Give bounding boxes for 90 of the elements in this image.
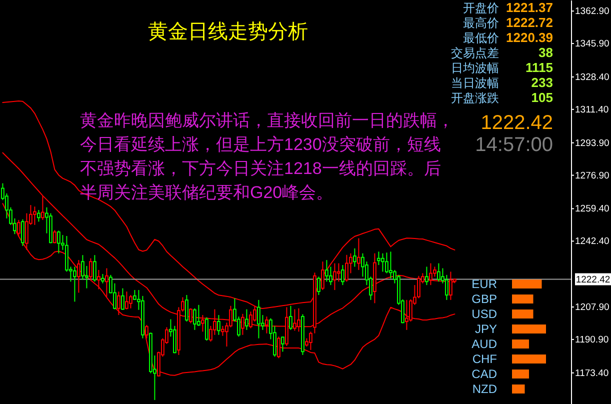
- y-tick-label: JPY: [474, 322, 497, 336]
- candlestick: [445, 274, 448, 300]
- y-tick-label: CAD: [472, 367, 498, 381]
- text: 1220.39: [506, 30, 553, 45]
- text: 1221.37: [506, 0, 553, 15]
- text: 105: [531, 90, 553, 105]
- candlestick: [433, 266, 436, 278]
- candlestick: [77, 260, 80, 294]
- text: 黄金日线走势分析: [148, 21, 308, 43]
- y-tick-label: 1242.40: [575, 236, 610, 248]
- candlestick: [73, 266, 76, 302]
- candlestick: [117, 291, 120, 316]
- candlestick: [405, 299, 408, 330]
- candlestick: [21, 218, 24, 246]
- y-tick-label: EUR: [472, 277, 498, 291]
- bar: [512, 324, 546, 334]
- bar: [512, 384, 525, 394]
- y-tick-label: GBP: [472, 292, 497, 306]
- candlestick: [345, 254, 348, 282]
- annotation: 日均波幅: [451, 61, 499, 75]
- candlestick: [217, 314, 220, 336]
- y-tick-label: CHF: [472, 352, 497, 366]
- text: 14:57:00: [475, 134, 553, 156]
- y-tick-label: 1276.90: [575, 170, 610, 182]
- annotation: 当日波幅: [451, 76, 499, 90]
- bar: [512, 280, 542, 288]
- text: 开盘价: [463, 1, 499, 15]
- candlestick: [425, 266, 428, 286]
- candlestick: [121, 288, 124, 310]
- annotation: 开盘涨跌: [451, 91, 499, 105]
- text: 1222.72: [506, 15, 553, 30]
- bar: [512, 294, 534, 304]
- candlestick: [449, 271, 452, 300]
- y-tick-label: NZD: [472, 382, 498, 396]
- candlestick: [221, 325, 224, 336]
- candlestick: [41, 196, 44, 220]
- candlestick: [277, 336, 280, 359]
- annotation: 交易点差: [451, 46, 499, 60]
- candlestick: [105, 268, 108, 298]
- bar: [512, 354, 546, 364]
- candlestick: [85, 265, 88, 289]
- candlestick: [57, 230, 60, 254]
- y-tick-label: 1259.40: [575, 204, 610, 215]
- candlestick: [197, 304, 200, 326]
- text: 38: [538, 45, 553, 60]
- candlestick: [353, 248, 356, 268]
- bar: [512, 310, 534, 318]
- candlestick: [341, 264, 344, 286]
- bar: [512, 370, 529, 378]
- y-tick-label: 1362.90: [575, 6, 610, 18]
- candlestick: [437, 262, 440, 282]
- candlestick: [337, 262, 340, 282]
- candlestick: [193, 308, 196, 330]
- y-tick-label: 1190.90: [575, 334, 609, 346]
- annotation: 不强势看涨，下方今日关注1218一线的回踩。后: [80, 159, 441, 178]
- candlestick: [185, 294, 188, 322]
- y-tick-label: 1173.40: [575, 368, 609, 379]
- line-series: [2, 203, 456, 376]
- candlestick: [93, 254, 96, 282]
- candlestick: [37, 210, 40, 222]
- annotation: 今日看延续上涨，但是上方1230没突破前，短线: [80, 135, 441, 154]
- candlestick: [329, 266, 332, 286]
- annotation: 黄金昨晚因鲍威尔讲话，直接收回前一日的跌幅，: [80, 111, 454, 130]
- text: 233: [531, 75, 553, 90]
- y-tick-label: 1311.40: [575, 104, 609, 116]
- candlestick: [257, 299, 260, 339]
- candlestick: [101, 273, 104, 284]
- candlestick: [33, 206, 36, 226]
- text: 最低价: [463, 31, 499, 45]
- candlestick: [129, 294, 132, 309]
- ref-line-label: 1222.42: [576, 274, 610, 286]
- y-tick-label: 1207.90: [575, 302, 610, 314]
- y-tick-label: 1293.90: [575, 138, 610, 149]
- candlestick: [125, 291, 128, 310]
- text: 1222.42: [480, 112, 553, 134]
- candlestick: [245, 308, 248, 330]
- bar: [512, 340, 529, 348]
- candlestick: [89, 258, 92, 280]
- y-tick-label: 1345.90: [575, 38, 610, 50]
- candlestick: [333, 262, 336, 291]
- candlestick: [321, 261, 324, 291]
- candlestick: [205, 316, 208, 342]
- candlestick: [381, 252, 384, 272]
- y-tick-label: USD: [472, 307, 498, 321]
- candlestick: [429, 262, 432, 286]
- text: 最高价: [463, 16, 499, 30]
- y-tick-label: AUD: [472, 337, 498, 351]
- text: 1115: [526, 60, 553, 75]
- candlestick: [357, 238, 360, 270]
- y-tick-label: 1328.40: [575, 72, 610, 83]
